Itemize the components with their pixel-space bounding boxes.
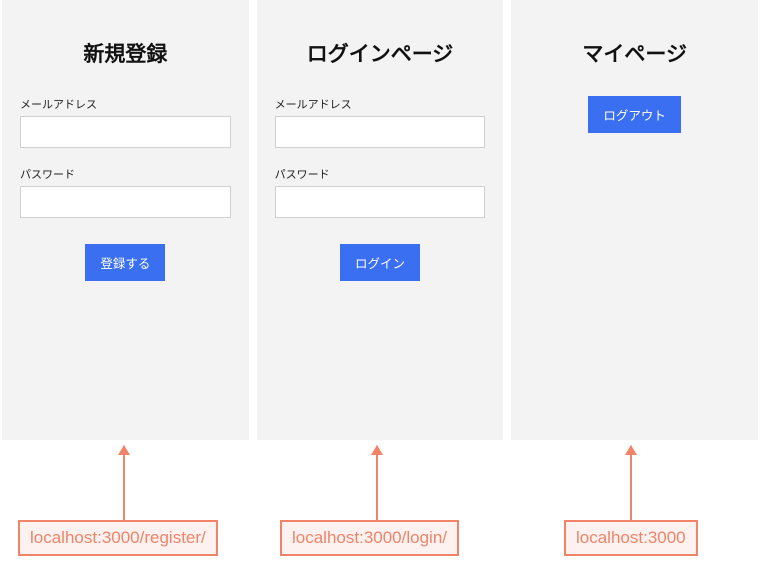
register-submit-button[interactable]: 登録する (85, 244, 165, 281)
url-annotation-mypage: localhost:3000 (564, 520, 698, 556)
login-password-field: パスワード (275, 166, 486, 218)
arrow-icon (630, 446, 632, 520)
register-email-input[interactable] (20, 116, 231, 148)
register-password-field: パスワード (20, 166, 231, 218)
register-title: 新規登録 (20, 38, 231, 68)
register-panel: 新規登録 メールアドレス パスワード 登録する (2, 0, 249, 440)
login-email-input[interactable] (275, 116, 486, 148)
arrow-icon (376, 446, 378, 520)
login-email-field: メールアドレス (275, 96, 486, 148)
logout-button[interactable]: ログアウト (588, 96, 681, 133)
url-annotation-login: localhost:3000/login/ (280, 520, 459, 556)
login-email-label: メールアドレス (275, 96, 486, 112)
mypage-title: マイページ (529, 38, 740, 68)
arrow-icon (123, 446, 125, 520)
login-password-label: パスワード (275, 166, 486, 182)
login-submit-button[interactable]: ログイン (340, 244, 420, 281)
panels-row: 新規登録 メールアドレス パスワード 登録する ログインページ メールアドレス … (0, 0, 760, 440)
login-password-input[interactable] (275, 186, 486, 218)
mypage-panel: マイページ ログアウト (511, 0, 758, 440)
login-title: ログインページ (275, 38, 486, 68)
annotations-layer: localhost:3000/register/ localhost:3000/… (0, 440, 760, 570)
url-annotation-register: localhost:3000/register/ (18, 520, 218, 556)
register-password-label: パスワード (20, 166, 231, 182)
register-email-label: メールアドレス (20, 96, 231, 112)
login-panel: ログインページ メールアドレス パスワード ログイン (257, 0, 504, 440)
register-password-input[interactable] (20, 186, 231, 218)
register-email-field: メールアドレス (20, 96, 231, 148)
